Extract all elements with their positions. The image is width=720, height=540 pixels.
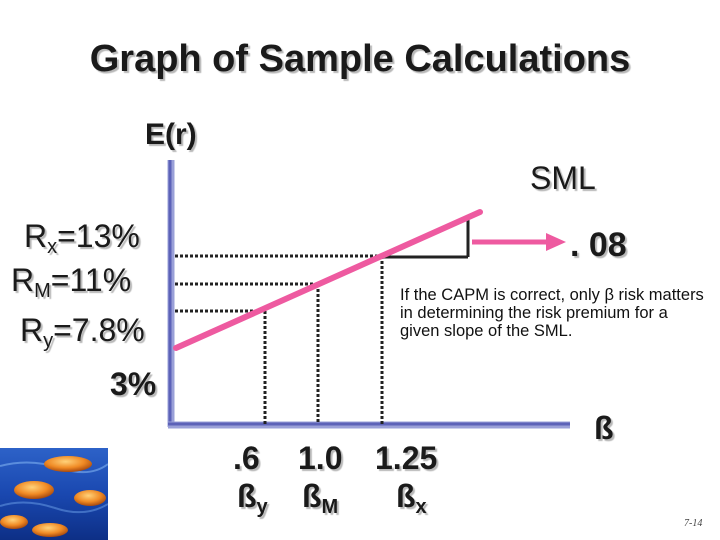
capm-note: If the CAPM is correct, only β risk matt… [400,286,710,340]
x-name-bm-sub: M [321,496,339,518]
y-label-ry-rest: =7.8% [53,312,145,348]
y-label-rx: Rx=13% [24,218,140,259]
y-label-rx-main: R [24,218,48,254]
x-name-bm: ßM [302,478,338,519]
stones-illustration [0,448,108,540]
x-value-by: .6 [233,440,260,476]
x-name-by-main: ß [237,478,257,514]
slope-triangle [382,217,470,259]
x-name-by: ßy [237,478,268,519]
y-axis-label: E(r) [145,118,197,151]
y-label-rm-rest: =11% [50,262,132,298]
x-name-bx: ßx [396,478,427,519]
x-name-bx-sub: x [415,496,427,518]
y-label-ry: Ry=7.8% [20,312,145,353]
x-name-bx-main: ß [396,478,416,514]
x-value-bm: 1.0 [298,440,343,476]
decorative-stones-image [0,448,108,540]
guides [175,254,384,424]
slope-label: . 08 [570,226,627,264]
y-label-rm: RM=11% [11,262,131,303]
slide-number: 7-14 [684,518,703,529]
y-label-ry-sub: y [43,330,54,352]
y-label-rm-sub: M [34,280,51,302]
x-axis-label: ß [594,410,614,446]
y-label-rm-main: R [11,262,35,298]
sml-line [173,209,483,351]
slope-arrowhead [546,233,566,251]
x-name-bm-main: ß [302,478,322,514]
y-label-rf: 3% [110,366,157,402]
y-label-rx-sub: x [47,236,58,258]
sml-label: SML [530,160,596,196]
y-label-rx-rest: =13% [57,218,140,254]
slide-title: Graph of Sample Calculations [89,38,631,80]
x-value-bx: 1.25 [375,440,438,476]
y-label-ry-main: R [20,312,44,348]
x-name-by-sub: y [256,496,268,518]
